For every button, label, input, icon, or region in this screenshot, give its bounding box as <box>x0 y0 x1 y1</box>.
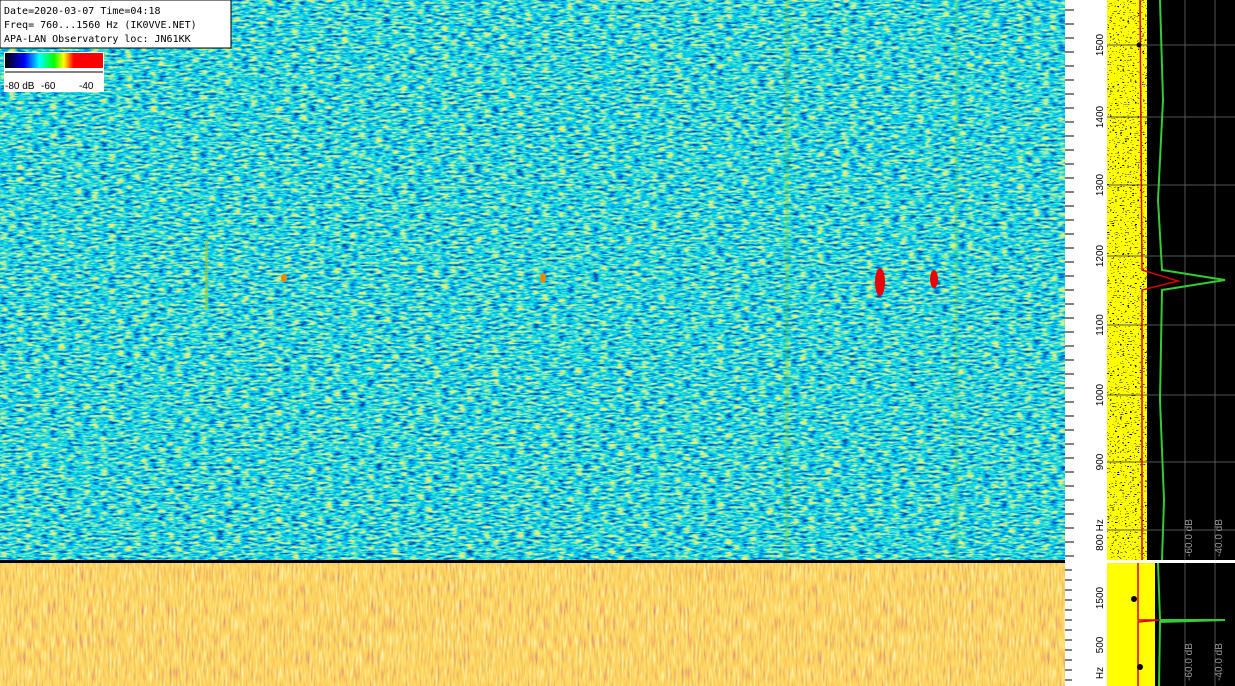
axis-ticks <box>1065 9 1074 681</box>
colorbar-label: -60 <box>41 81 56 92</box>
axis-label: Hz <box>1095 667 1106 679</box>
db-label: -40.0 dB <box>1214 643 1225 681</box>
axis-label: 1500 <box>1095 33 1106 56</box>
header-line: Freq= 760...1560 Hz (IK0VVE.NET) <box>4 20 197 31</box>
axis-label: 900 <box>1095 453 1106 470</box>
signal-traces <box>205 0 958 560</box>
average-trace <box>1156 0 1226 561</box>
db-label: -40.0 dB <box>1214 519 1225 557</box>
db-label: -60.0 dB <box>1184 519 1195 557</box>
axis-label: 1200 <box>1095 244 1106 267</box>
separator <box>0 560 1065 563</box>
axis-label: 1400 <box>1095 105 1106 128</box>
peak-trace <box>1137 563 1161 686</box>
spectrum-trace <box>1107 563 1155 686</box>
axis-label: 1000 <box>1095 383 1106 406</box>
colorbar <box>5 53 103 68</box>
marker <box>1137 664 1143 670</box>
axis-label: 800 Hz <box>1095 519 1106 551</box>
spectrum-grid <box>1107 0 1235 686</box>
colorbar-label: -40 <box>79 81 94 92</box>
average-trace <box>1157 562 1226 686</box>
waterfall-upper <box>0 0 1065 560</box>
header-box <box>0 0 232 49</box>
marker <box>1136 42 1142 48</box>
colorbar-label: -80 dB <box>5 81 35 92</box>
axis-label: 1300 <box>1095 173 1106 196</box>
axis-label: 500 <box>1095 636 1106 653</box>
axis-label: 1500 <box>1095 586 1106 609</box>
header-line: APA-LAN Observatory loc: JN61KK <box>4 34 191 45</box>
marker <box>1131 596 1137 602</box>
axis-upper <box>1065 0 1107 560</box>
db-label: -60.0 dB <box>1184 643 1195 681</box>
axis-lower <box>1065 563 1107 686</box>
header-line: Date=2020-03-07 Time=04:18 <box>4 6 161 17</box>
axis-label: 1100 <box>1095 314 1106 336</box>
waterfall-lower <box>0 563 1065 686</box>
peak-trace <box>1139 0 1181 560</box>
